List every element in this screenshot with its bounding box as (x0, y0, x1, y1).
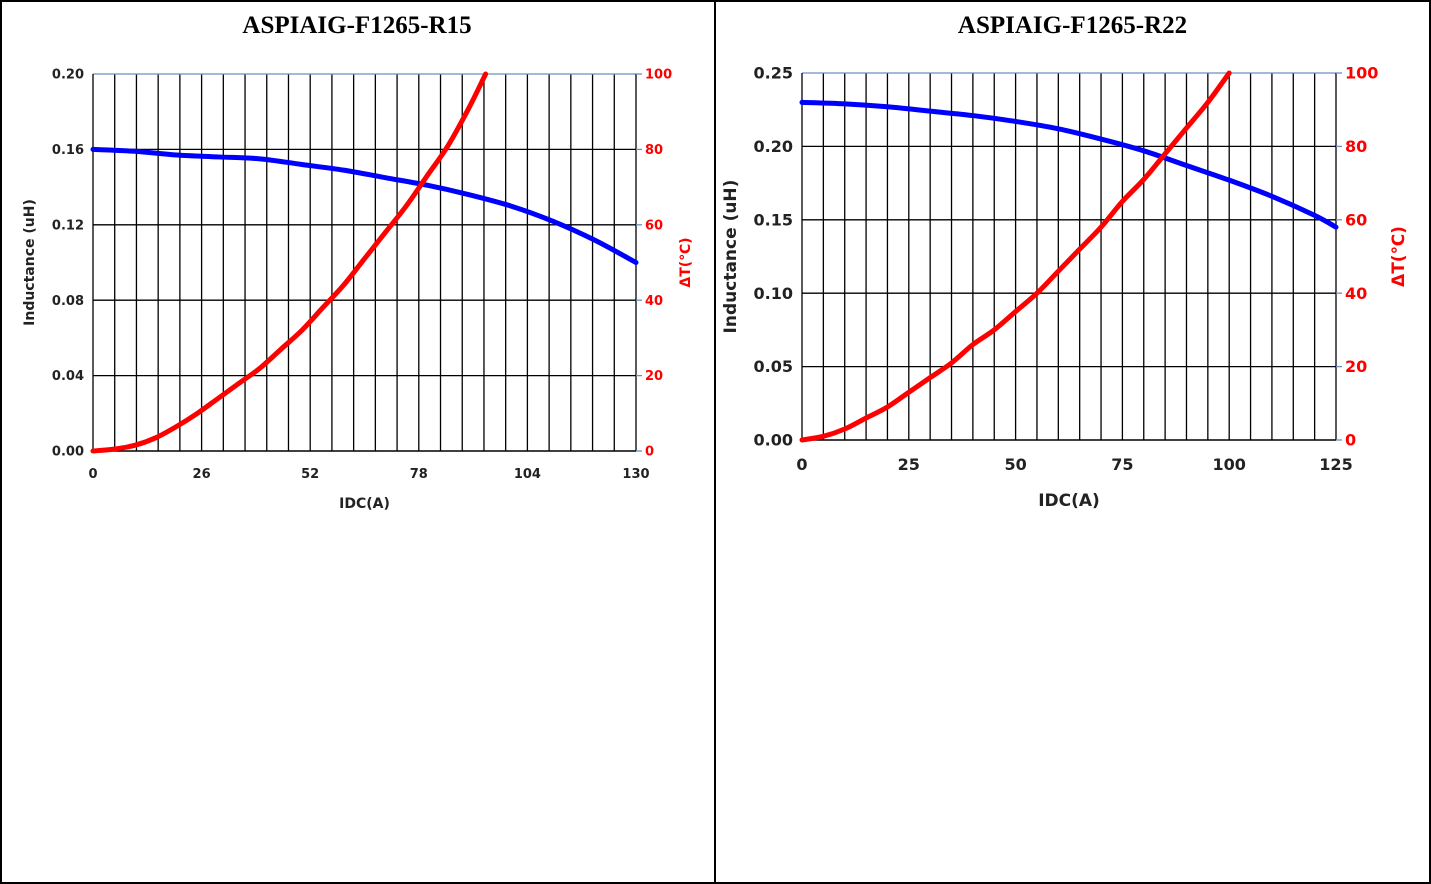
inductance-curve (90, 146, 639, 265)
chart-title: ASPIAIG-F1265-R22 (957, 12, 1188, 39)
x-tick-label: 130 (622, 467, 649, 482)
x-tick-label: 26 (193, 467, 211, 482)
plot-area (802, 73, 1336, 440)
y2-axis-label: ΔT(℃) (1389, 226, 1409, 287)
y-tick-label: 0.05 (754, 357, 793, 376)
y-tick-label: 0.16 (52, 143, 84, 158)
x-tick-label: 50 (1004, 455, 1026, 474)
inductance-curve (799, 99, 1339, 230)
x-tick-label: 0 (88, 467, 97, 482)
y-axis-label: Inductance (uH) (22, 199, 38, 326)
y-tick-label: 0.10 (754, 284, 793, 303)
y-tick-label: 0.12 (52, 218, 84, 233)
y2-tick-label: 80 (1345, 137, 1367, 156)
chart-cell-r22: ASPIAIG-F1265-R22 (716, 0, 1429, 884)
x-tick-label: 78 (410, 467, 428, 482)
y2-axis-label: ΔT(℃) (678, 237, 694, 287)
x-axis-label: IDC(A) (1038, 491, 1100, 511)
y2-tick-label: 100 (1345, 64, 1378, 83)
inductance-temperature-chart-r15: 0.00 0.04 0.08 0.12 0.16 0.20 0 20 40 60 80 100 0 26 5… (22, 68, 694, 512)
x-tick-label: 75 (1111, 455, 1133, 474)
y2-tick-label: 20 (645, 369, 663, 384)
table-divider (714, 0, 716, 884)
x-tick-label: 25 (898, 455, 920, 474)
y-tick-label: 0.04 (52, 369, 84, 384)
y-tick-label: 0.25 (754, 64, 793, 83)
y2-tick-label: 60 (645, 218, 663, 233)
y2-tick-label: 0 (1345, 431, 1356, 450)
y-axis-label: Inductance (uH) (721, 180, 741, 334)
y2-tick-label: 60 (1345, 210, 1367, 229)
inductance-temperature-chart-r22: 0.00 0.05 0.10 0.15 0.20 0.25 0 20 40 60 80 100 0 25 5… (721, 64, 1409, 511)
x-tick-label: 0 (796, 455, 807, 474)
y-tick-label: 0.08 (52, 294, 84, 309)
temperature-rise-curve (799, 70, 1232, 443)
y-tick-label: 0.15 (754, 210, 793, 229)
y2-tick-label: 80 (645, 143, 663, 158)
y2-tick-label: 20 (1345, 357, 1367, 376)
y-tick-label: 0.20 (754, 137, 793, 156)
chart-title: ASPIAIG-F1265-R15 (242, 12, 472, 39)
y-tick-label: 0.00 (52, 445, 84, 460)
x-tick-label: 104 (514, 467, 541, 482)
chart-cell-r15: ASPIAIG-F1265-R15 (0, 0, 714, 884)
x-axis-label: IDC(A) (339, 496, 390, 512)
x-tick-label: 100 (1212, 455, 1245, 474)
y-tick-label: 0.20 (52, 68, 84, 83)
y-tick-label: 0.00 (754, 431, 793, 450)
x-tick-label: 125 (1319, 455, 1352, 474)
y2-tick-label: 40 (645, 294, 663, 309)
temperature-rise-curve (90, 71, 489, 454)
x-tick-label: 52 (301, 467, 319, 482)
y2-tick-label: 100 (645, 68, 672, 83)
y2-tick-label: 40 (1345, 284, 1367, 303)
y2-tick-label: 0 (645, 445, 654, 460)
